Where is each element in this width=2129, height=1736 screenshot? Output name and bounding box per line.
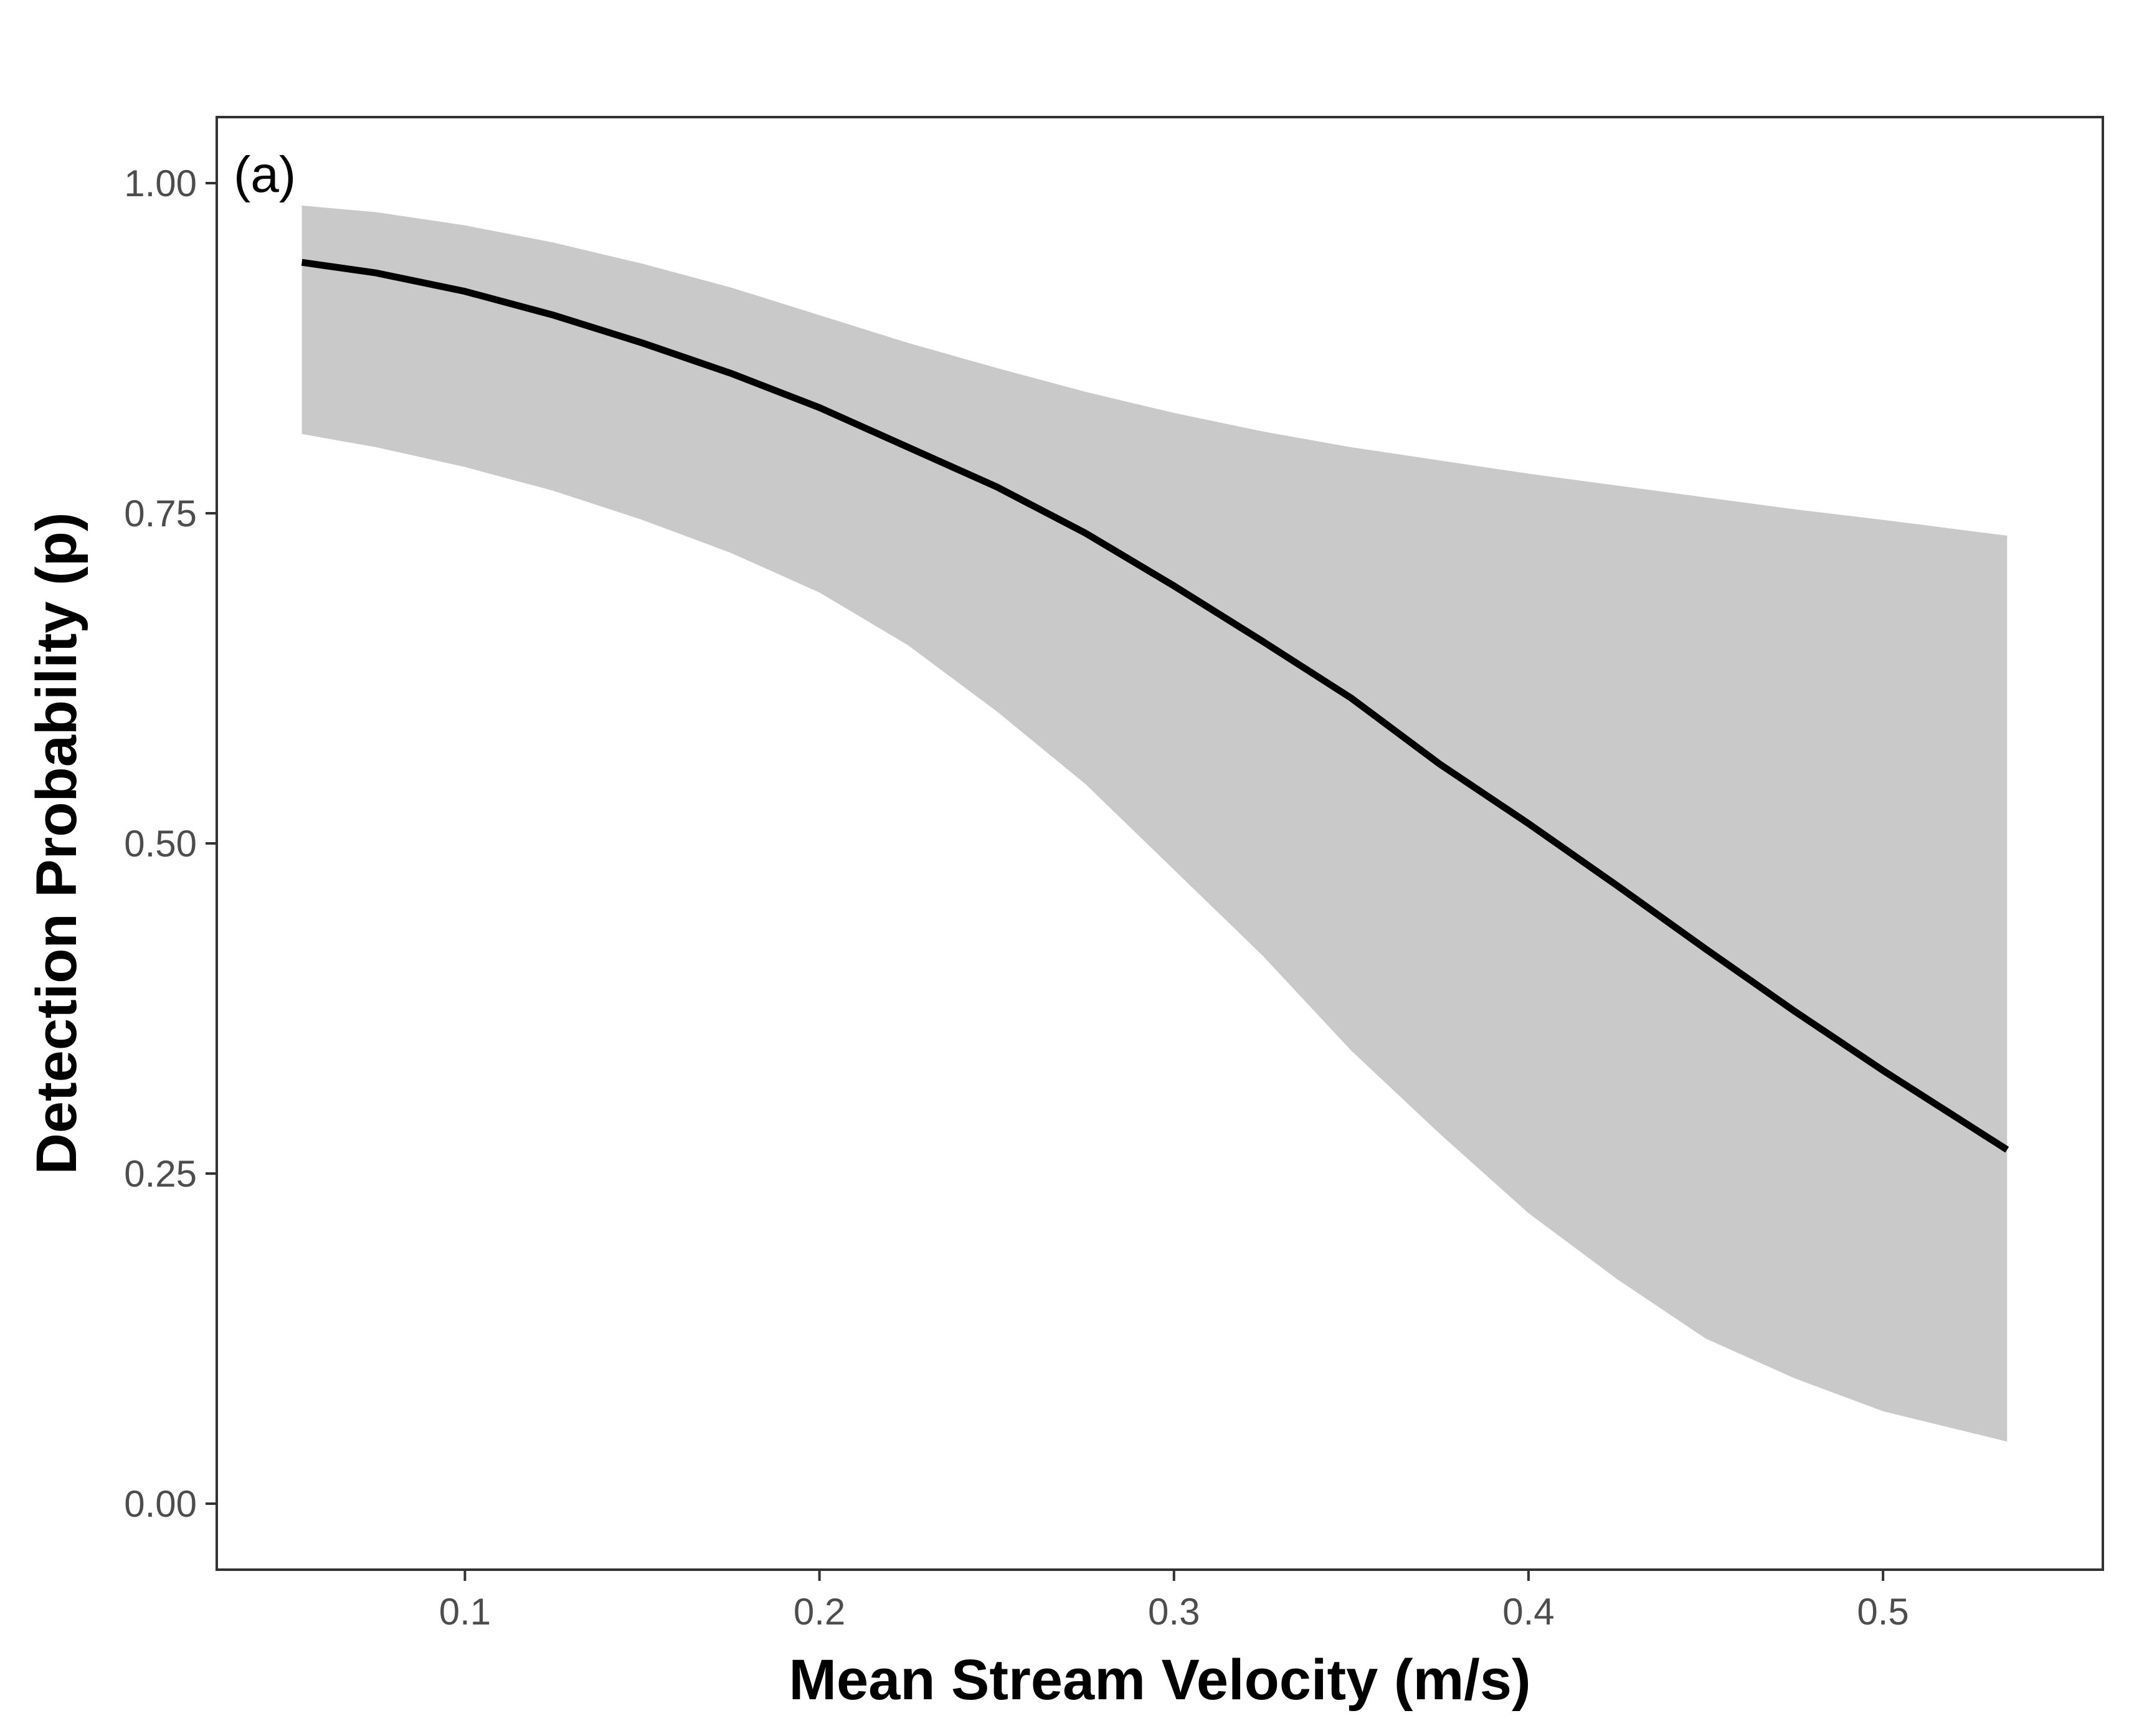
panel-label: (a) (234, 146, 296, 203)
fitted-line (301, 259, 2009, 1153)
x-axis-title: Mean Stream Velocity (m/s) (789, 1648, 1530, 1712)
y-tick-label: 0.25 (124, 1153, 197, 1195)
confidence-ribbon (301, 206, 2008, 1442)
x-tick-label: 0.4 (1502, 1591, 1554, 1633)
y-tick-label: 0.75 (124, 493, 197, 534)
x-tick-label: 0.5 (1857, 1591, 1909, 1633)
x-tick-label: 0.1 (439, 1591, 491, 1633)
y-tick-label: 0.50 (124, 823, 197, 865)
y-tick-label: 0.00 (124, 1483, 197, 1525)
y-axis-title: Detection Probability (p) (25, 512, 88, 1174)
x-tick-label: 0.3 (1148, 1591, 1200, 1633)
x-tick-label: 0.2 (794, 1591, 845, 1633)
y-tick-label: 1.00 (124, 163, 197, 204)
